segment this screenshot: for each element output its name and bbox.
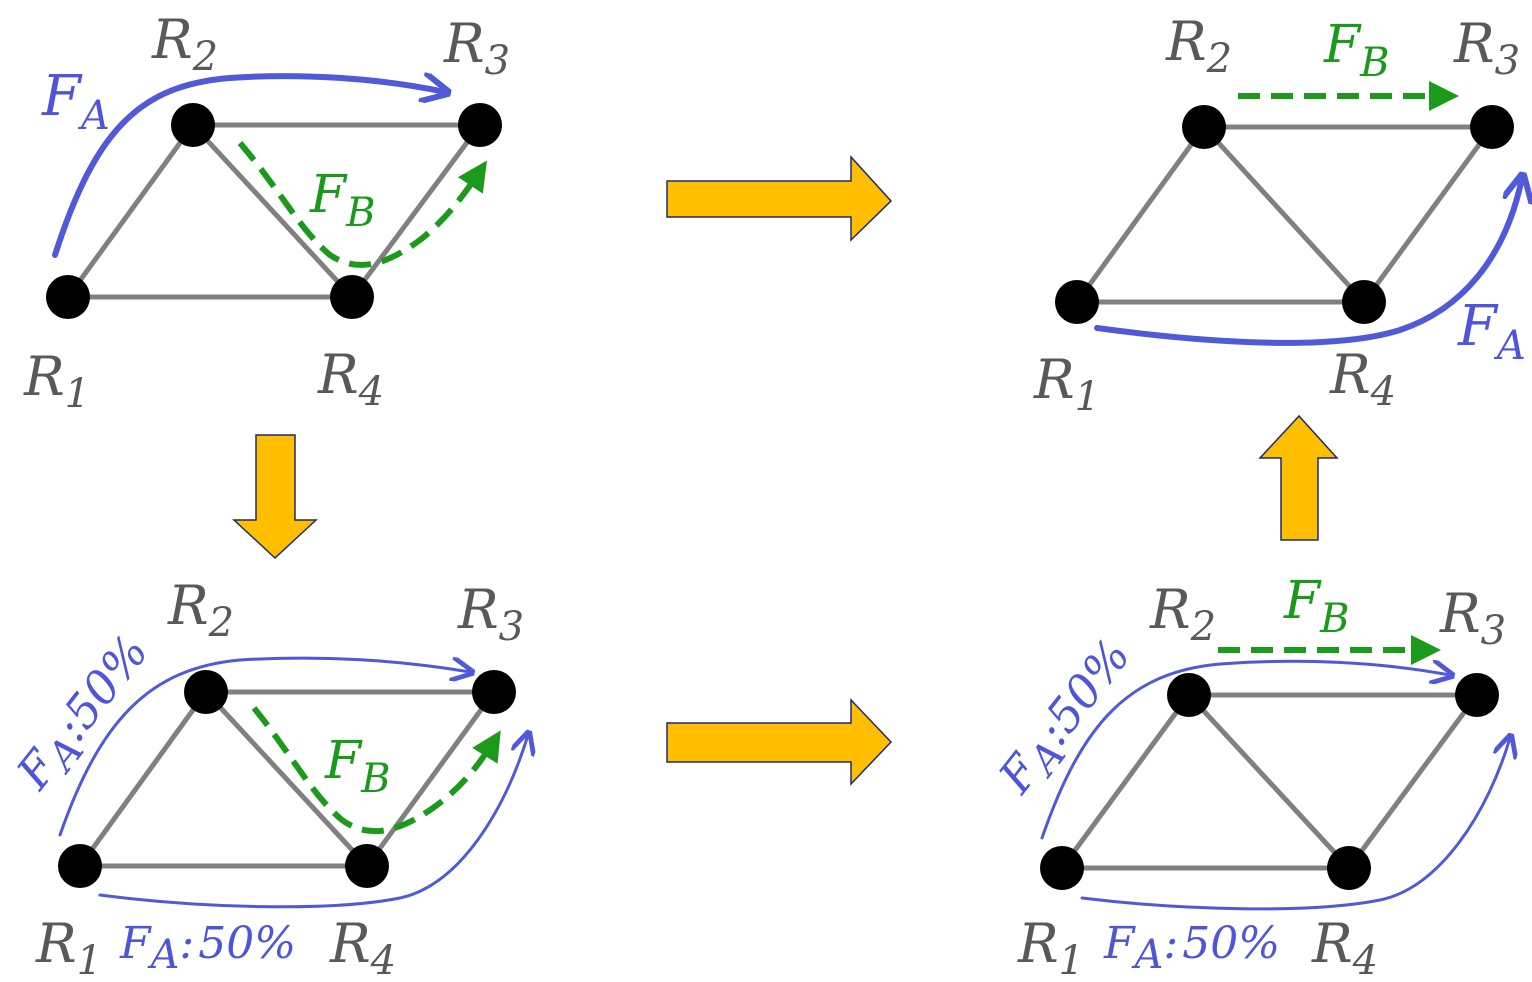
edge-r1-r2 <box>65 122 196 300</box>
router-r3-label: R3 <box>1453 12 1520 84</box>
router-r4-label: R4 <box>317 343 384 415</box>
edge-r1-r2 <box>1074 124 1207 305</box>
router-r4 <box>345 844 389 888</box>
flow-a-split-lower-label: FA:50% <box>119 918 296 978</box>
flow-a-path <box>1094 178 1522 346</box>
router-r3-label: R3 <box>443 12 510 84</box>
router-r2-label: R2 <box>151 8 218 80</box>
edge-r4-r3 <box>364 689 497 869</box>
edge-r4-r3 <box>349 122 483 300</box>
router-r1-label: R1 <box>23 345 90 417</box>
edge-r4-r3 <box>1346 692 1480 871</box>
router-r2-label: R2 <box>1165 10 1232 82</box>
flow-a-label: FA <box>41 64 110 139</box>
flow-a-label: FA <box>1457 294 1526 369</box>
router-r4 <box>330 275 374 319</box>
router-r3-label: R3 <box>1439 582 1506 654</box>
router-r4-label: R4 <box>329 912 396 982</box>
router-r1 <box>46 275 90 319</box>
transition-arrow-down <box>232 434 318 560</box>
router-r1-label: R1 <box>1017 912 1084 982</box>
router-r4-label: R4 <box>1329 343 1396 415</box>
router-r2-label: R2 <box>1149 578 1216 650</box>
flow-b-label: FB <box>309 165 376 236</box>
flow-b-path <box>251 706 501 835</box>
router-r1 <box>1055 280 1099 324</box>
flow-a-upper-path <box>1040 661 1450 840</box>
flow-a-upper-path <box>58 656 470 837</box>
flow-b-path <box>237 141 487 268</box>
flow-a-lower-path <box>98 735 528 909</box>
transition-arrow-right-top <box>666 155 893 242</box>
router-r1-label: R1 <box>1033 348 1100 420</box>
router-r2-label: R2 <box>167 574 234 646</box>
flow-a-lower-path <box>1080 738 1510 911</box>
panel-top-left: R1 R2 R3 R4 FA FB <box>23 8 510 417</box>
router-r1 <box>1040 846 1084 890</box>
edge-r1-r2 <box>77 689 209 869</box>
router-r1 <box>58 844 102 888</box>
edge-r2-r4 <box>203 689 370 869</box>
panel-bottom-left: R1 R2 R3 R4 FB FA:50% FA:50% <box>5 574 528 982</box>
router-r2 <box>184 670 228 714</box>
panel-bottom-right: R1 R2 R3 R4 FB FA:50% FA:50% <box>987 571 1510 982</box>
router-r2 <box>1182 105 1226 149</box>
edge-r2-r4 <box>1201 124 1367 305</box>
router-r2 <box>1167 673 1211 717</box>
edge-r2-r4 <box>1186 692 1352 871</box>
router-r4 <box>1342 280 1386 324</box>
flow-a-split-lower-label: FA:50% <box>1103 918 1280 978</box>
flow-b-label: FB <box>1283 571 1350 642</box>
router-r1-label: R1 <box>35 912 102 982</box>
transition-arrow-right-bottom <box>666 698 893 786</box>
router-r3 <box>1455 673 1499 717</box>
router-r3 <box>472 670 516 714</box>
edge-r4-r3 <box>1361 124 1495 305</box>
router-r2 <box>171 103 215 147</box>
router-r3-label: R3 <box>457 578 524 650</box>
flow-a-path <box>52 76 445 258</box>
router-r4 <box>1327 846 1371 890</box>
transition-arrow-up <box>1258 414 1339 541</box>
flow-b-label: FB <box>1323 15 1390 86</box>
panel-top-right: R1 R2 R3 R4 FB FA <box>1033 10 1526 420</box>
edge-r1-r2 <box>1059 692 1192 871</box>
edge-r2-r4 <box>190 122 355 300</box>
router-r4-label: R4 <box>1311 912 1378 982</box>
router-r3 <box>458 103 502 147</box>
router-r3 <box>1470 105 1514 149</box>
flow-b-label: FB <box>324 731 391 802</box>
